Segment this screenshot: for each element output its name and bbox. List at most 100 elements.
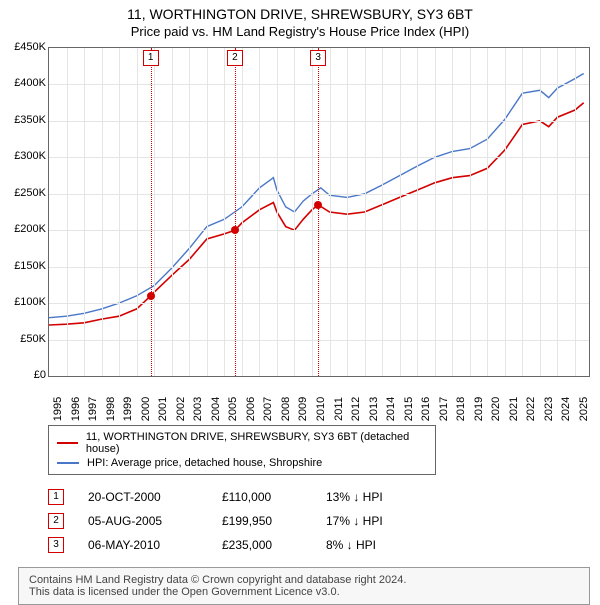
event-price: £199,950 [222, 514, 302, 528]
legend-label: 11, WORTHINGTON DRIVE, SHREWSBURY, SY3 6… [86, 431, 427, 455]
event-diff: 8% ↓ HPI [326, 538, 416, 552]
event-row: 2 05-AUG-2005 £199,950 17% ↓ HPI [48, 509, 590, 533]
chart-container: 11, WORTHINGTON DRIVE, SHREWSBURY, SY3 6… [0, 0, 600, 605]
xtick-label: 2004 [210, 397, 222, 421]
event-marker [147, 292, 155, 300]
legend-swatch [57, 462, 79, 464]
gridline-v [382, 48, 383, 376]
gridline-v [417, 48, 418, 376]
footer-attribution: Contains HM Land Registry data © Crown c… [18, 567, 590, 605]
xtick-label: 2011 [333, 397, 345, 421]
ytick-label: £400K [2, 77, 46, 89]
event-number-box: 3 [48, 537, 64, 553]
legend: 11, WORTHINGTON DRIVE, SHREWSBURY, SY3 6… [48, 425, 436, 475]
gridline-v [84, 48, 85, 376]
legend-row: HPI: Average price, detached house, Shro… [57, 456, 427, 470]
xtick-label: 2025 [578, 397, 590, 421]
xtick-label: 2018 [455, 397, 467, 421]
gridline-v [487, 48, 488, 376]
gridline-v [137, 48, 138, 376]
event-number-box: 1 [48, 489, 64, 505]
gridline-v [102, 48, 103, 376]
legend-swatch [57, 442, 78, 444]
event-price: £235,000 [222, 538, 302, 552]
event-date: 06-MAY-2010 [88, 538, 198, 552]
event-date: 05-AUG-2005 [88, 514, 198, 528]
event-price: £110,000 [222, 490, 302, 504]
gridline-v [347, 48, 348, 376]
event-number-box: 3 [310, 50, 326, 66]
event-marker [231, 226, 239, 234]
gridline-v [575, 48, 576, 376]
event-line [151, 48, 152, 376]
plot-area: 1 2 3 [48, 47, 590, 377]
event-row: 1 20-OCT-2000 £110,000 13% ↓ HPI [48, 485, 590, 509]
gridline-v [400, 48, 401, 376]
gridline-v [540, 48, 541, 376]
xtick-label: 2005 [227, 397, 239, 421]
xtick-label: 2016 [420, 397, 432, 421]
gridline-v [557, 48, 558, 376]
gridline-v [119, 48, 120, 376]
gridline-v [470, 48, 471, 376]
ytick-label: £0 [2, 369, 46, 381]
xtick-label: 2006 [245, 397, 257, 421]
xtick-label: 1997 [87, 397, 99, 421]
event-diff: 13% ↓ HPI [326, 490, 416, 504]
xtick-label: 2000 [140, 397, 152, 421]
xtick-label: 1998 [105, 397, 117, 421]
xtick-label: 2013 [368, 397, 380, 421]
gridline-v [259, 48, 260, 376]
gridline-v [67, 48, 68, 376]
gridline-v [172, 48, 173, 376]
ytick-label: £350K [2, 114, 46, 126]
xtick-label: 2017 [438, 397, 450, 421]
event-row: 3 06-MAY-2010 £235,000 8% ↓ HPI [48, 533, 590, 557]
xtick-label: 2010 [315, 397, 327, 421]
ytick-label: £250K [2, 187, 46, 199]
event-number-box: 2 [48, 513, 64, 529]
xtick-label: 2024 [560, 397, 572, 421]
ytick-label: £150K [2, 260, 46, 272]
xtick-label: 2014 [385, 397, 397, 421]
xtick-label: 2009 [297, 397, 309, 421]
xtick-label: 1999 [122, 397, 134, 421]
xtick-label: 2003 [192, 397, 204, 421]
gridline-v [330, 48, 331, 376]
gridline-v [452, 48, 453, 376]
gridline-v [154, 48, 155, 376]
xtick-label: 2022 [525, 397, 537, 421]
xtick-label: 2019 [473, 397, 485, 421]
chart-subtitle: Price paid vs. HM Land Registry's House … [0, 24, 600, 39]
gridline-v [435, 48, 436, 376]
gridline-v [207, 48, 208, 376]
ytick-label: £200K [2, 223, 46, 235]
event-number-box: 1 [143, 50, 159, 66]
xtick-label: 1995 [52, 397, 64, 421]
ytick-label: £450K [2, 41, 46, 53]
chart-title: 11, WORTHINGTON DRIVE, SHREWSBURY, SY3 6… [0, 6, 600, 22]
xtick-label: 2021 [508, 397, 520, 421]
xtick-label: 1996 [70, 397, 82, 421]
footer-line: This data is licensed under the Open Gov… [29, 586, 579, 598]
legend-label: HPI: Average price, detached house, Shro… [87, 457, 322, 469]
xtick-label: 2012 [350, 397, 362, 421]
xtick-label: 2015 [403, 397, 415, 421]
gridline-v [189, 48, 190, 376]
legend-row: 11, WORTHINGTON DRIVE, SHREWSBURY, SY3 6… [57, 430, 427, 456]
xtick-label: 2008 [280, 397, 292, 421]
event-date: 20-OCT-2000 [88, 490, 198, 504]
event-diff: 17% ↓ HPI [326, 514, 416, 528]
event-number-box: 2 [227, 50, 243, 66]
event-line [235, 48, 236, 376]
xtick-label: 2001 [157, 397, 169, 421]
xtick-label: 2020 [490, 397, 502, 421]
ytick-label: £100K [2, 296, 46, 308]
series-line [49, 74, 584, 318]
gridline-v [312, 48, 313, 376]
gridline-v [277, 48, 278, 376]
xtick-label: 2023 [543, 397, 555, 421]
gridline-v [505, 48, 506, 376]
xtick-label: 2007 [262, 397, 274, 421]
gridline-v [224, 48, 225, 376]
